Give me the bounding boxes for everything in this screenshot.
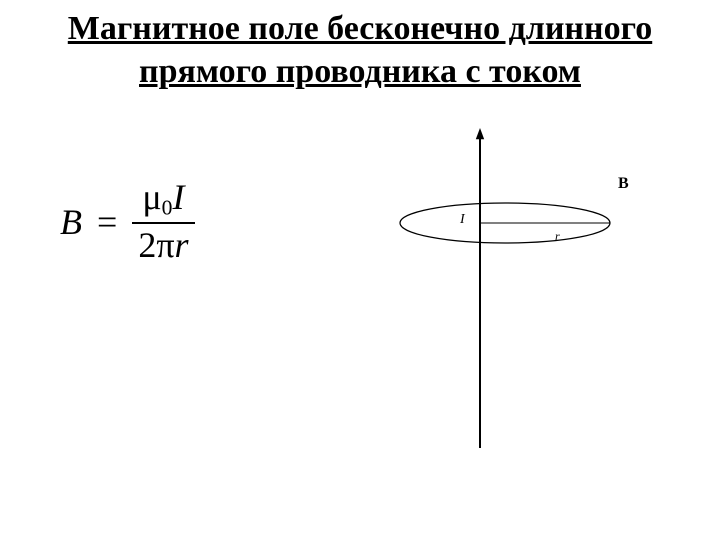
pi-symbol: π [156, 225, 174, 265]
I-var: I [172, 177, 184, 217]
diagram-svg: B Ir [360, 128, 670, 458]
r-var: r [175, 225, 189, 265]
formula-lhs: B [60, 201, 82, 243]
formula-denominator: 2πr [132, 224, 194, 266]
wire-field-diagram: B Ir [360, 128, 670, 458]
content-area: B = μ0I 2πr BIr [0, 93, 720, 493]
svg-text:r: r [555, 229, 560, 243]
svg-text:I: I [459, 212, 466, 227]
formula: B = μ0I 2πr [60, 178, 195, 266]
sub-zero: 0 [162, 195, 173, 219]
page-title: Магнитное поле бесконечно длинного прямо… [0, 0, 720, 93]
formula-numerator: μ0I [132, 178, 194, 224]
two-const: 2 [138, 225, 156, 265]
formula-eq: = [97, 201, 117, 243]
mu-symbol: μ [142, 177, 161, 217]
svg-text:B: B [618, 175, 629, 192]
formula-fraction: μ0I 2πr [132, 178, 194, 266]
